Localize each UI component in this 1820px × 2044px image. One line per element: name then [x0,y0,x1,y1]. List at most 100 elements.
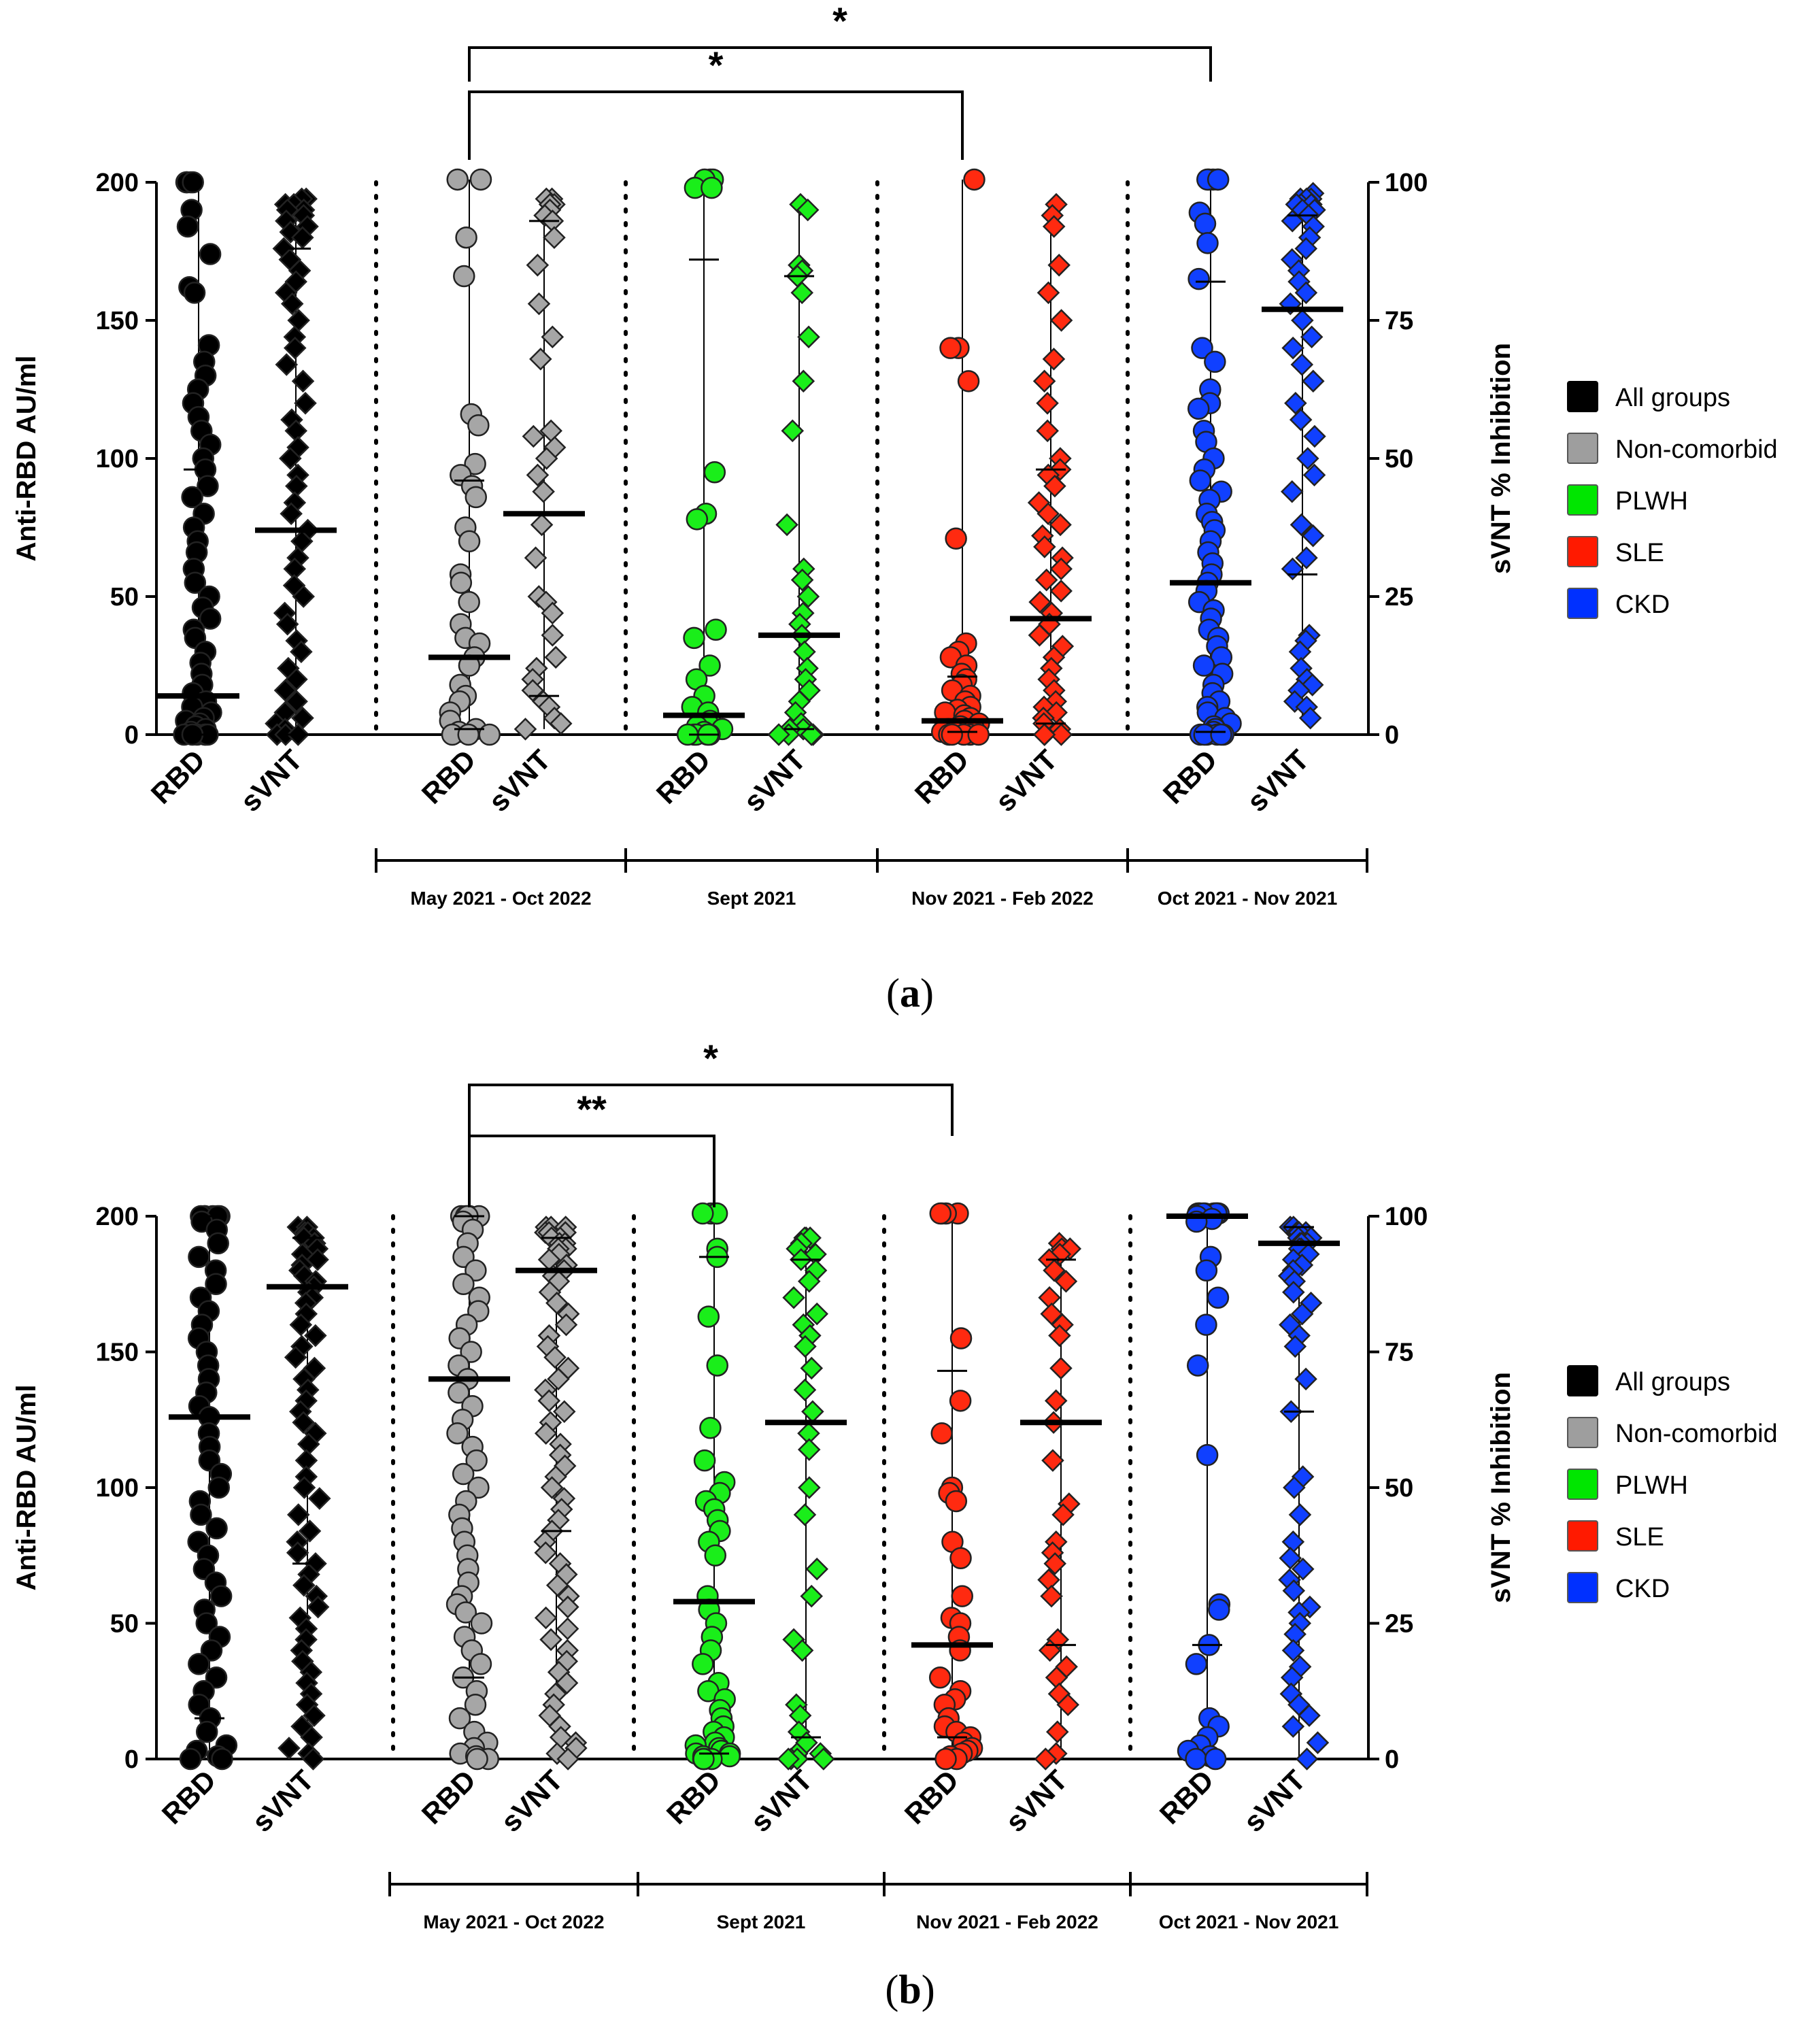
svnt-point [1288,1503,1312,1526]
significance-label: * [703,1037,718,1079]
svnt-point [301,1747,325,1771]
rbd-point [467,1476,490,1499]
svnt-point [1290,513,1313,537]
rbd-point [1189,469,1212,492]
rbd-point [209,1585,233,1607]
svnt-point [1290,1302,1314,1326]
svnt-point [797,1269,821,1293]
svnt-point [1043,1259,1066,1282]
svnt-point [1044,1389,1068,1413]
left-axis-title: Anti-RBD AU/ml [12,1385,41,1591]
series-non-comorbid [428,1205,597,1771]
rbd-point [195,1612,218,1635]
rbd-point [182,171,204,194]
svnt-point [303,1704,326,1727]
svnt-point [1034,568,1058,592]
series-all-groups [169,1205,348,1771]
right-axis-tick-label: 50 [1385,1474,1413,1503]
rbd-point [703,461,726,484]
rbd-point [706,1354,728,1377]
svnt-point [1302,463,1326,487]
svnt-point [790,1639,814,1662]
svnt-point [1049,1356,1073,1380]
svnt-point [1048,1324,1071,1347]
x-category-label: RBD [650,743,717,810]
significance-bracket [468,1135,715,1207]
significance-label: * [709,44,724,86]
rbd-point [199,607,222,630]
svnt-point [1036,392,1059,415]
legend-label: SLE [1615,1523,1664,1552]
svnt-point [556,1617,579,1641]
rbd-point [699,1416,722,1439]
x-category-label: sVNT [744,1764,818,1838]
svnt-point [541,601,564,625]
legend-swatch [1567,1520,1598,1552]
rbd-point [466,1747,488,1771]
svnt-point [1283,1476,1306,1499]
left-axis-tick-label: 200 [96,1203,139,1231]
svnt-point [1028,590,1051,614]
rbd-point [701,176,723,199]
svnt-point [540,1476,564,1499]
significance-label: * [832,0,847,42]
period-label: Oct 2021 - Nov 2021 [1158,888,1338,909]
panel-label: (b) [885,1967,934,2012]
svnt-point [805,1557,828,1581]
legend-swatch [1567,381,1598,412]
svnt-point [273,679,297,702]
svnt-point [534,1422,558,1445]
svnt-point [790,568,814,592]
rbd-point [697,1305,720,1328]
left-axis-tick-label: 150 [96,307,139,335]
series-non-comorbid [428,168,585,746]
svnt-point [304,1324,327,1347]
svnt-point [798,1476,821,1499]
svnt-point [777,1747,800,1771]
x-category-label: sVNT [494,1764,569,1838]
rbd-point [183,282,206,304]
rbd-point [698,654,721,677]
svnt-point [1295,546,1318,569]
svnt-point [1040,1302,1063,1326]
series-sle [922,168,1092,746]
svnt-point [541,325,564,349]
svnt-point [552,1400,576,1424]
rbd-point [467,414,490,437]
legend-swatch [1567,1572,1598,1603]
rbd-point [1185,1653,1208,1675]
panel-label-close: ) [922,1967,935,2012]
svnt-point [555,1671,579,1695]
legend-swatch [1567,1469,1598,1500]
rbd-point [465,1449,488,1472]
x-category-label: sVNT [246,1764,320,1838]
rbd-point [454,1601,477,1624]
svnt-point [1283,690,1307,714]
x-category-label: RBD [660,1764,727,1830]
rbd-point [453,265,475,288]
left-axis-tick-label: 100 [96,445,139,473]
svnt-point [543,226,566,249]
rbd-point [446,168,469,191]
significance-bracket [468,1084,954,1136]
x-category-label: RBD [909,743,975,810]
panel-label-letter: a [900,971,920,1016]
svnt-point [532,480,555,503]
svnt-point [1281,1530,1305,1554]
svnt-point [526,254,550,277]
x-category-label: RBD [416,1764,482,1830]
svnt-point [306,1595,330,1619]
left-axis-tick-label: 50 [110,583,139,611]
svnt-point [1038,1639,1062,1662]
rbd-point [1204,1747,1227,1771]
legend-label: Non-comorbid [1615,435,1778,464]
svnt-point [1037,502,1060,525]
svnt-point [1043,474,1066,498]
left-axis-tick-label: 0 [124,721,139,750]
svnt-point [1049,557,1073,581]
period-label: May 2021 - Oct 2022 [423,1911,604,1932]
svnt-point [1281,1639,1305,1662]
x-category-label: sVNT [234,743,308,818]
svnt-point [1028,624,1051,647]
